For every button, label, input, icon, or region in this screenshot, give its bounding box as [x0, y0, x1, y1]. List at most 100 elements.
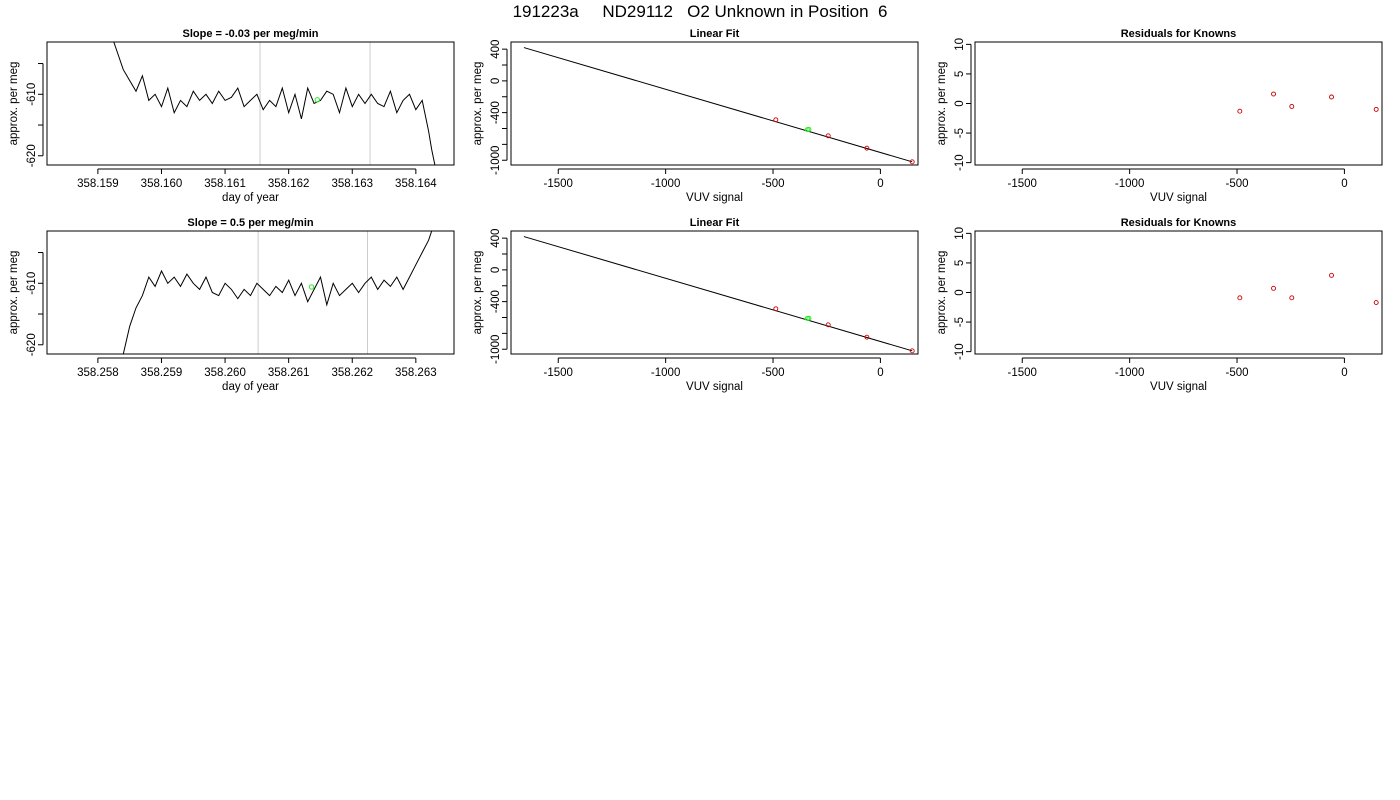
- y-tick-label: 0: [490, 267, 502, 273]
- unknown-point: [806, 126, 812, 132]
- y-tick-label: 400: [490, 229, 502, 248]
- known-point: [773, 117, 779, 123]
- y-tick-label: 10: [954, 227, 966, 240]
- x-axis-label: VUV signal: [686, 381, 743, 393]
- x-tick-label: 358.261: [268, 367, 310, 379]
- x-axis-label: day of year: [222, 381, 279, 393]
- known-point: [1237, 108, 1243, 114]
- y-axis-label: approx. per meg: [936, 62, 948, 146]
- panel-4: Slope = 0.5 per meg/min 358.258 358.259 358…: [8, 217, 455, 393]
- y-tick-label: -5: [954, 317, 966, 327]
- known-point: [1329, 272, 1334, 278]
- y-axis-label: approx. per meg: [472, 251, 484, 335]
- y-tick-label: -10: [954, 154, 966, 171]
- x-tick-label: -1500: [1008, 178, 1037, 190]
- x-tick-label: -500: [1226, 178, 1249, 190]
- y-tick-label: -610: [26, 272, 38, 295]
- y-tick-label: -400: [490, 290, 502, 313]
- y-axis-label: approx. per meg: [8, 62, 20, 146]
- plot-frame: [46, 230, 455, 355]
- x-tick-label: 358.162: [268, 178, 310, 190]
- y-tick-label: -400: [490, 101, 502, 124]
- known-point: [825, 133, 831, 139]
- x-tick-label: 358.160: [141, 178, 183, 190]
- series-line: [113, 42, 436, 165]
- y-tick-label: -10: [954, 343, 966, 360]
- unknown-point: [806, 315, 812, 321]
- plot-frame: [974, 41, 1383, 166]
- known-point: [1329, 94, 1334, 100]
- fit-line: [523, 47, 913, 163]
- x-tick-label: 0: [877, 367, 883, 379]
- known-point: [864, 145, 870, 151]
- x-tick-label: -500: [762, 178, 785, 190]
- known-point: [1373, 300, 1379, 306]
- y-tick-label: 5: [954, 260, 966, 266]
- x-tick-label: -1500: [544, 367, 573, 379]
- x-tick-label: -1000: [651, 367, 680, 379]
- y-axis-label: approx. per meg: [936, 251, 948, 335]
- figure-title: 191223a ND29112 O2 Unknown in Position 6: [512, 2, 888, 21]
- known-point: [864, 334, 870, 340]
- panel-2: Linear Fit -1500 -1000 -500 0 VUV signal -1000…: [472, 28, 919, 204]
- y-tick-label: 5: [954, 71, 966, 77]
- x-axis-label: VUV signal: [1150, 192, 1207, 204]
- known-point: [825, 322, 831, 328]
- plot-frame: [974, 230, 1383, 355]
- x-tick-label: -500: [1226, 367, 1249, 379]
- plot-frame: [510, 41, 919, 166]
- x-tick-label: 358.163: [331, 178, 373, 190]
- y-tick-label: -620: [26, 144, 38, 167]
- y-axis-label: approx. per meg: [472, 62, 484, 146]
- panel-title: Slope = -0.03 per meg/min: [182, 28, 318, 40]
- x-tick-label: -1000: [1115, 178, 1144, 190]
- plot-frame: [46, 41, 455, 166]
- panel-title: Linear Fit: [690, 217, 740, 229]
- unknown-marker: [314, 97, 320, 103]
- fit-line: [523, 236, 913, 352]
- x-tick-label: 358.159: [77, 178, 119, 190]
- y-tick-label: -1000: [490, 335, 502, 364]
- panel-3: Residuals for Knowns -1500 -1000 -500 0 VUV s…: [936, 28, 1383, 204]
- x-tick-label: 358.161: [204, 178, 246, 190]
- panel-title: Residuals for Knowns: [1121, 217, 1237, 229]
- x-tick-label: 358.259: [141, 367, 183, 379]
- y-tick-label: 10: [954, 38, 966, 51]
- x-tick-label: 0: [877, 178, 883, 190]
- y-tick-label: 0: [490, 78, 502, 84]
- panel-1: Slope = -0.03 per meg/min 358.159 358.160 3…: [8, 28, 455, 204]
- known-point: [1289, 295, 1295, 301]
- series-line: [122, 231, 433, 354]
- known-point: [1271, 285, 1276, 291]
- unknown-marker: [308, 284, 315, 290]
- x-tick-label: -1000: [651, 178, 680, 190]
- panel-5: Linear Fit -1500 -1000 -500 0 VUV signal -1000…: [472, 217, 919, 393]
- panel-6: Residuals for Knowns -1500 -1000 -500 0 VUV s…: [936, 217, 1383, 393]
- x-tick-label: -1500: [544, 178, 573, 190]
- y-tick-label: 0: [954, 289, 966, 295]
- x-axis-label: VUV signal: [1150, 381, 1207, 393]
- x-tick-label: -1000: [1115, 367, 1144, 379]
- x-tick-label: 358.263: [395, 367, 437, 379]
- x-tick-label: 358.262: [331, 367, 373, 379]
- x-tick-label: 358.258: [77, 367, 119, 379]
- plot-frame: [510, 230, 919, 355]
- y-tick-label: -5: [954, 128, 966, 138]
- known-point: [909, 159, 915, 165]
- known-point: [909, 348, 915, 354]
- x-tick-label: -500: [762, 367, 785, 379]
- y-axis-label: approx. per meg: [8, 251, 20, 335]
- x-tick-label: 358.164: [395, 178, 437, 190]
- panel-title: Slope = 0.5 per meg/min: [187, 217, 314, 229]
- known-point: [1271, 91, 1276, 97]
- known-point: [773, 306, 779, 312]
- known-point: [1373, 106, 1379, 112]
- known-point: [1289, 104, 1295, 109]
- y-tick-label: -610: [26, 83, 38, 106]
- known-point: [1237, 295, 1243, 301]
- x-tick-label: 0: [1341, 367, 1347, 379]
- x-tick-label: -1500: [1008, 367, 1037, 379]
- x-axis-label: VUV signal: [686, 192, 743, 204]
- x-tick-label: 358.260: [204, 367, 246, 379]
